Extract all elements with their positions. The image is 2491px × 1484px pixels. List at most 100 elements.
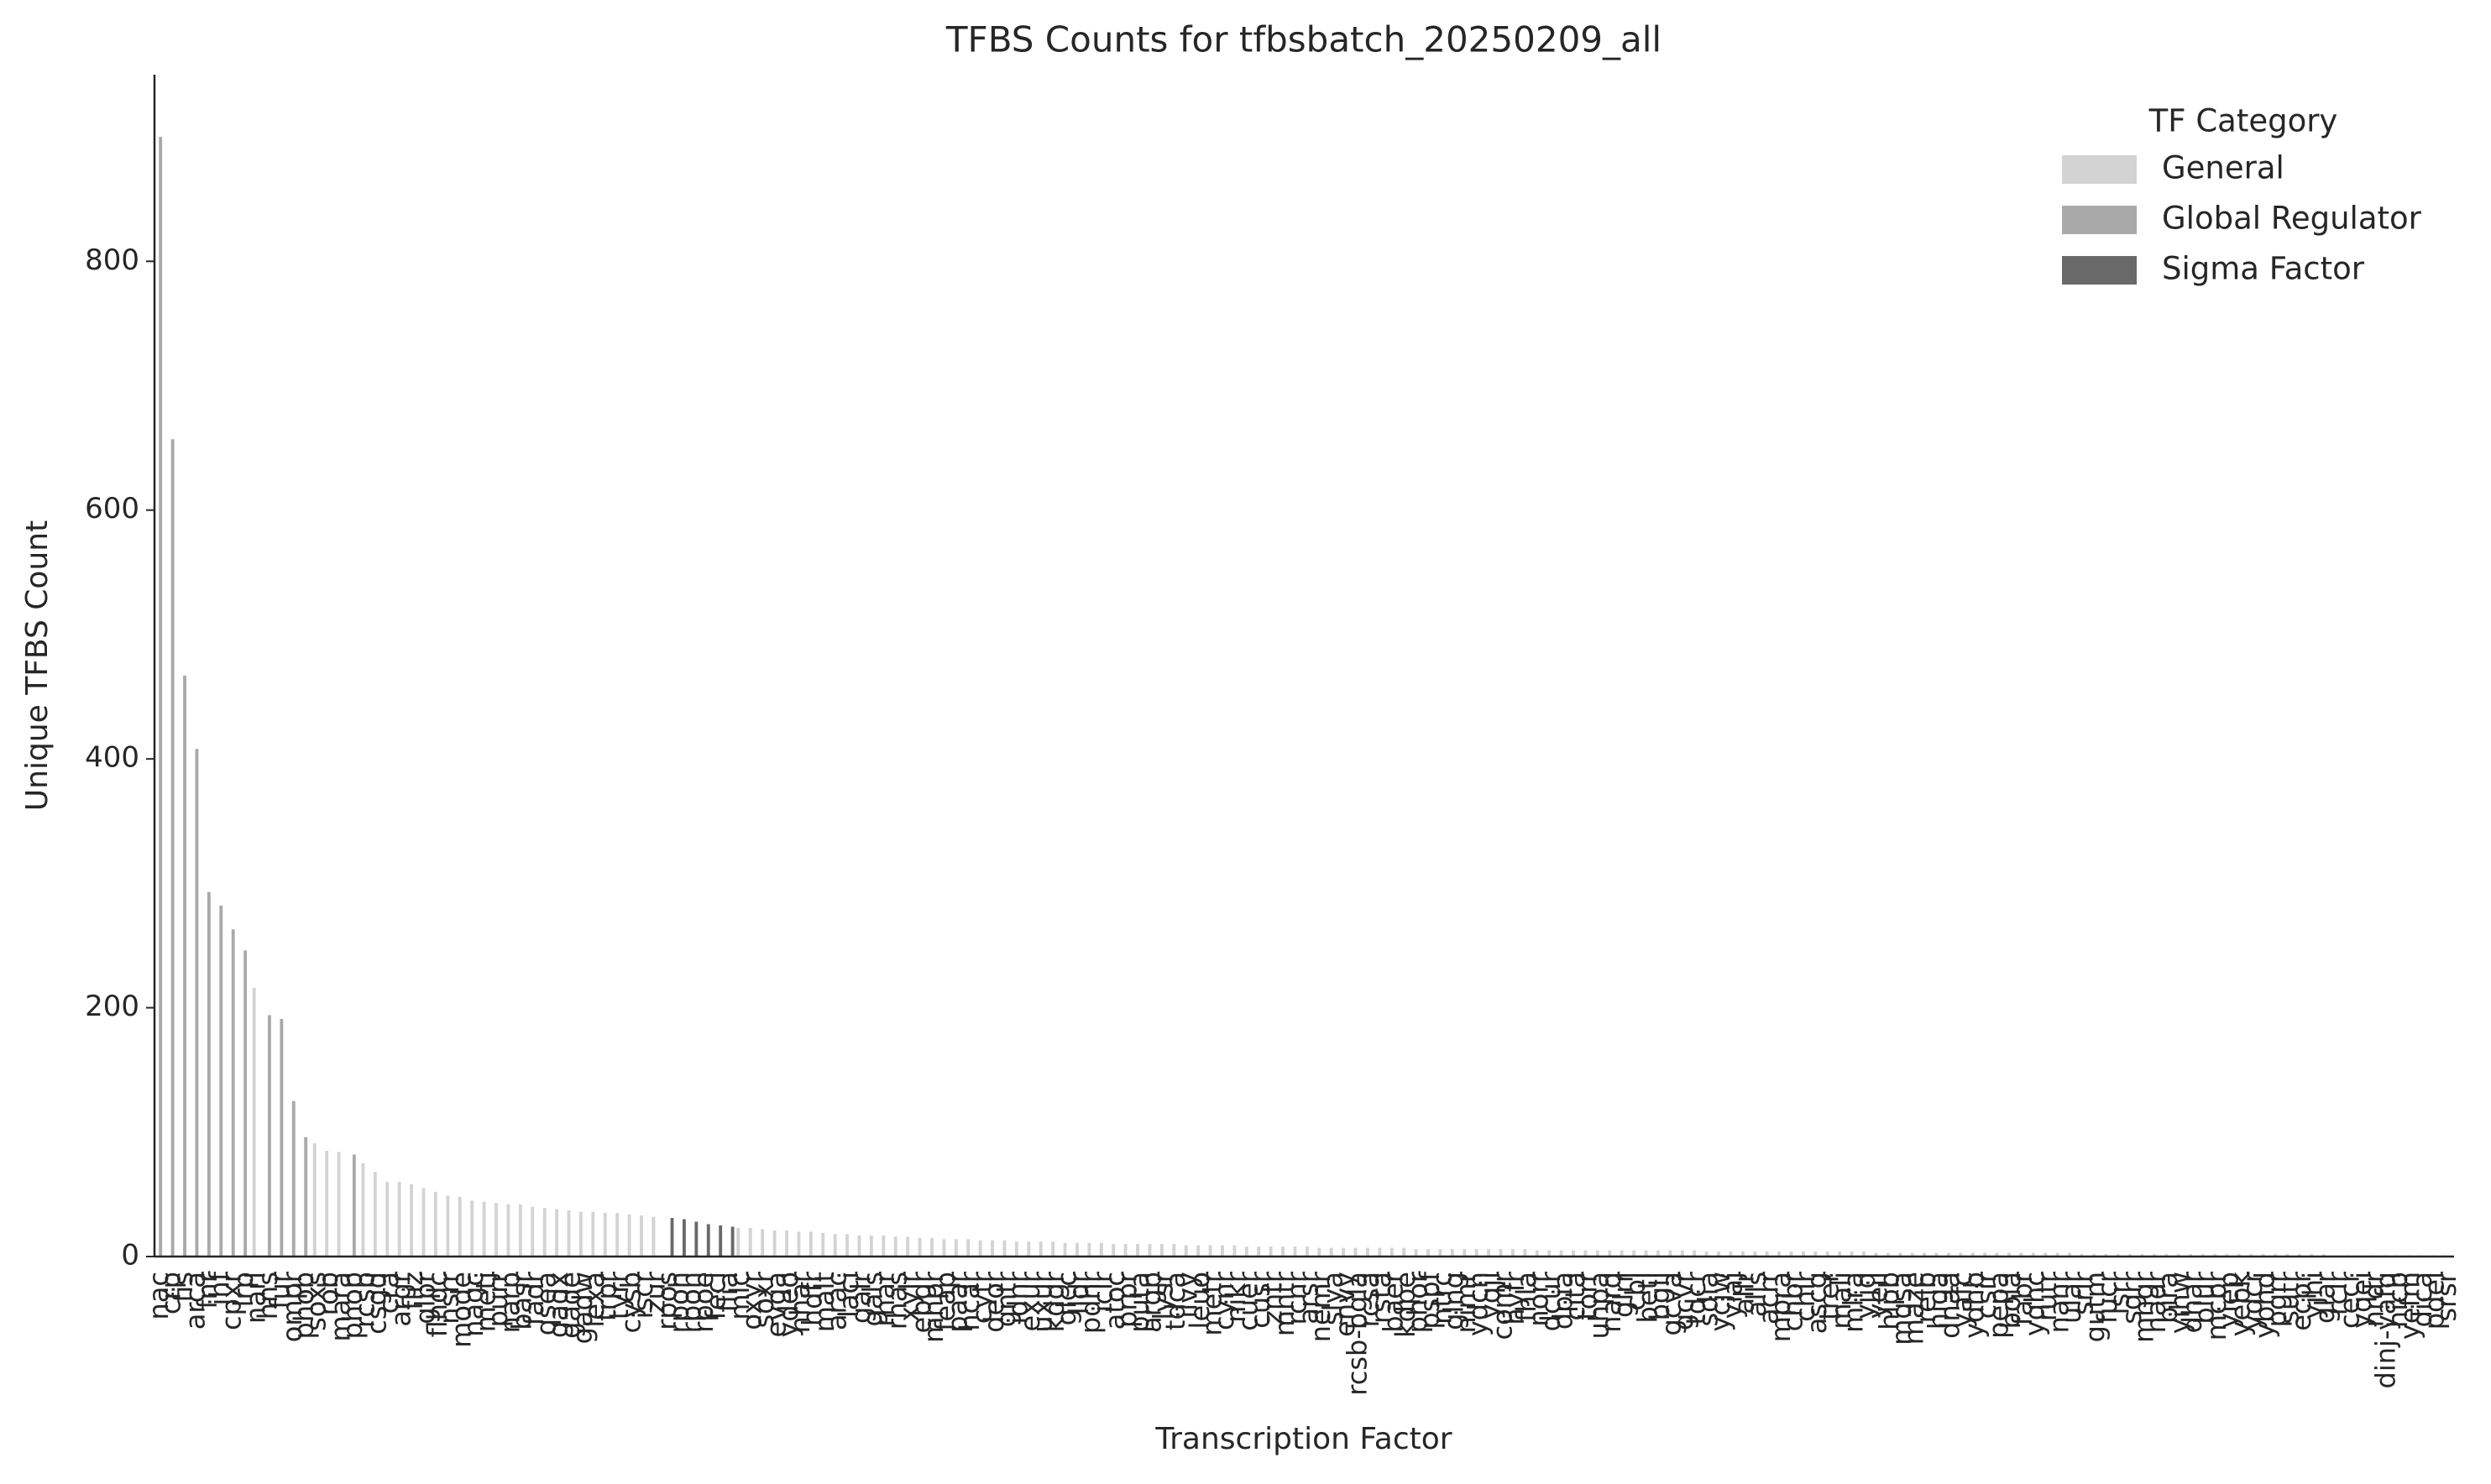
bar xyxy=(1148,1244,1152,1257)
x-tick-label: yihw xyxy=(2164,1272,2196,1334)
x-tick-label: sgrr xyxy=(2116,1271,2148,1325)
bar xyxy=(942,1239,946,1257)
bar xyxy=(183,675,186,1257)
bar xyxy=(1608,1250,1612,1257)
bar xyxy=(1474,1249,1478,1257)
x-tick-label: rcnr xyxy=(1280,1271,1312,1325)
bar xyxy=(1232,1245,1237,1257)
bar xyxy=(1342,1247,1346,1257)
bar xyxy=(2321,1254,2326,1257)
bar xyxy=(1632,1250,1636,1257)
bar xyxy=(1789,1251,1793,1257)
bar xyxy=(1680,1250,1684,1257)
x-tick-label: deor xyxy=(978,1271,1010,1333)
x-tick-label: rcsb xyxy=(348,1272,380,1328)
x-tick-label: phor xyxy=(1401,1271,1433,1333)
bar xyxy=(1136,1244,1139,1257)
bar xyxy=(857,1235,861,1257)
x-tick-label: maze xyxy=(1897,1272,1929,1345)
bar xyxy=(1874,1252,1878,1257)
x-tick-label: evga xyxy=(760,1272,792,1338)
x-tick-label: lrp xyxy=(228,1272,259,1307)
x-tick-label: cynr xyxy=(1208,1271,1240,1330)
bar xyxy=(1027,1241,1031,1257)
x-tick-label: tdcr xyxy=(1680,1271,1712,1325)
bar xyxy=(421,1188,426,1257)
bar xyxy=(1765,1251,1769,1257)
x-tick-label: yefm xyxy=(2394,1272,2426,1340)
x-tick-label: relb xyxy=(1910,1272,1942,1323)
bar xyxy=(1208,1245,1212,1257)
bar xyxy=(1753,1251,1757,1257)
x-tick-label: cita xyxy=(1559,1272,1591,1321)
x-tick-label: mntr xyxy=(1269,1271,1300,1336)
x-tick-label: kdgr xyxy=(1039,1271,1070,1332)
bar xyxy=(1438,1249,1442,1257)
x-tick-label: ular xyxy=(2055,1271,2087,1324)
bar xyxy=(1970,1252,1975,1257)
bar xyxy=(1329,1247,1333,1257)
bar xyxy=(1305,1246,1309,1257)
bar xyxy=(1063,1242,1067,1257)
bar xyxy=(1378,1247,1382,1257)
x-tick-label: dnaa xyxy=(1934,1272,1966,1339)
y-tick-label: 600 xyxy=(85,492,139,525)
bar xyxy=(1959,1252,1963,1257)
bar xyxy=(1583,1250,1588,1257)
x-tick-label: galr xyxy=(845,1271,877,1324)
bar xyxy=(640,1215,643,1257)
x-tick-label: zur xyxy=(639,1271,671,1314)
x-tick-label: uxur xyxy=(1027,1271,1059,1333)
bar xyxy=(2055,1252,2059,1257)
bar xyxy=(555,1209,559,1257)
x-tick-label: envy xyxy=(1329,1272,1361,1337)
x-tick-label: basr xyxy=(506,1271,538,1330)
bar xyxy=(954,1239,958,1257)
bar xyxy=(694,1221,699,1257)
x-tick-label: sutr xyxy=(2273,1271,2305,1325)
x-tick-label: yebk xyxy=(2225,1272,2257,1337)
x-tick-label: fucr xyxy=(2091,1271,2123,1324)
x-tick-label: xylr xyxy=(893,1271,925,1322)
x-tick-label: purr xyxy=(482,1271,514,1327)
legend-swatch xyxy=(2062,256,2137,285)
bar xyxy=(1801,1251,1805,1257)
bar xyxy=(966,1239,971,1257)
bar xyxy=(1087,1242,1091,1257)
x-tick-label: baer xyxy=(1378,1271,1410,1333)
x-tick-label: iclr xyxy=(1087,1271,1119,1312)
bar xyxy=(1693,1250,1697,1257)
x-tick-label: ydeo xyxy=(772,1272,804,1338)
bar xyxy=(1450,1249,1454,1257)
bar xyxy=(1668,1250,1672,1257)
x-tick-label: uhpa xyxy=(1583,1272,1615,1339)
x-tick-label: prpr xyxy=(1111,1271,1143,1328)
bar xyxy=(1825,1251,1829,1257)
bar xyxy=(2044,1252,2048,1257)
bar xyxy=(821,1232,825,1257)
x-tick-label: pgrr xyxy=(2261,1271,2293,1327)
bar xyxy=(280,1018,284,1257)
x-tick-label: glrr xyxy=(1608,1271,1640,1318)
x-tick-label: glar xyxy=(2310,1271,2342,1324)
x-tick-label: iscr xyxy=(627,1271,659,1319)
bar xyxy=(736,1227,740,1257)
x-tick-label: fecl xyxy=(699,1272,731,1319)
x-tick-label: nadr xyxy=(2140,1271,2172,1333)
bar xyxy=(683,1219,686,1257)
x-tick-label: csir xyxy=(1970,1271,2002,1319)
bar xyxy=(2140,1254,2144,1257)
bar xyxy=(2031,1252,2035,1257)
x-tick-label: idnr xyxy=(1002,1271,1034,1324)
x-tick-label: yiep xyxy=(2212,1272,2244,1329)
x-tick-label: hicb xyxy=(2382,1272,2414,1328)
x-tick-label: mode xyxy=(446,1272,478,1348)
x-tick-label: cuer xyxy=(1232,1271,1264,1331)
legend-swatch xyxy=(2062,206,2137,234)
x-tick-label: srsr xyxy=(2431,1271,2462,1322)
x-tick-label: gals xyxy=(857,1272,889,1326)
x-tick-label: rpon xyxy=(676,1272,708,1333)
x-tick-label: blur xyxy=(2188,1271,2220,1324)
x-tick-label: trer xyxy=(1813,1271,1845,1320)
bar xyxy=(785,1230,788,1257)
